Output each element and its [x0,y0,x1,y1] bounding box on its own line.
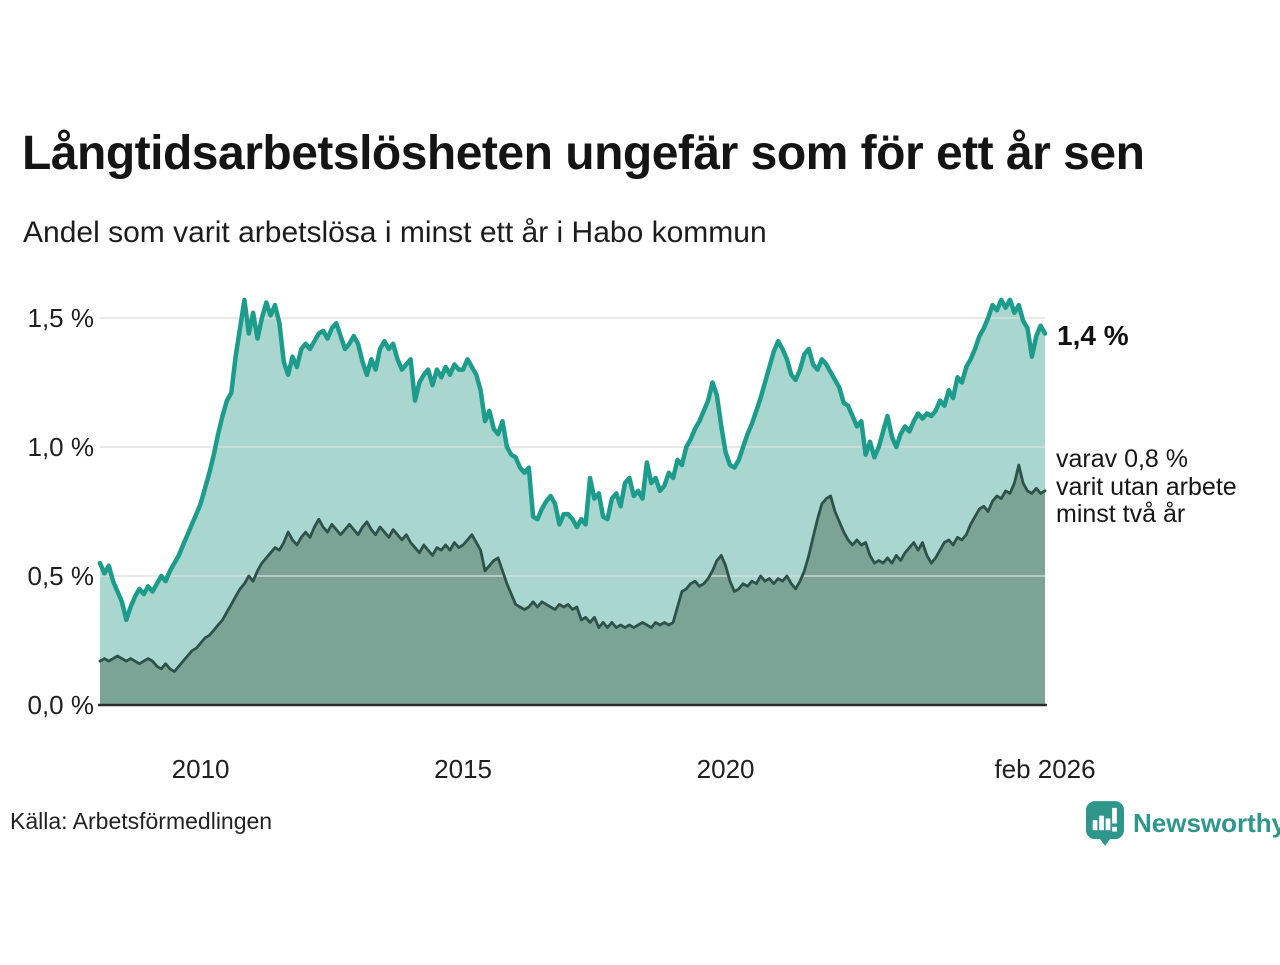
page-title: Långtidsarbetslösheten ungefär som för e… [22,127,1145,180]
y-tick-label: 0,0 % [28,690,95,720]
newsworthy-logo[interactable]: Newsworthy [1086,801,1280,846]
two-year-note: varav 0,8 % varit utan arbete minst två … [1056,445,1237,528]
y-tick-label: 1,5 % [28,303,95,333]
x-tick-label: feb 2026 [994,754,1095,784]
brand-name: Newsworthy [1133,808,1280,838]
source-label: Källa: Arbetsförmedlingen [10,808,273,834]
end-value-label: 1,4 % [1057,320,1129,351]
page-subtitle: Andel som varit arbetslösa i minst ett å… [23,216,767,249]
line-min-one-year [97,297,1048,623]
bar-chart-badge-icon [1086,801,1124,846]
x-tick-label: 2015 [434,754,492,784]
area-min-two-years [100,465,1045,705]
x-tick-label: 2020 [697,754,755,784]
y-tick-label: 0,5 % [28,561,95,591]
y-tick-label: 1,0 % [28,432,95,462]
x-tick-label: 2010 [172,754,230,784]
line-min-two-years [98,463,1047,673]
